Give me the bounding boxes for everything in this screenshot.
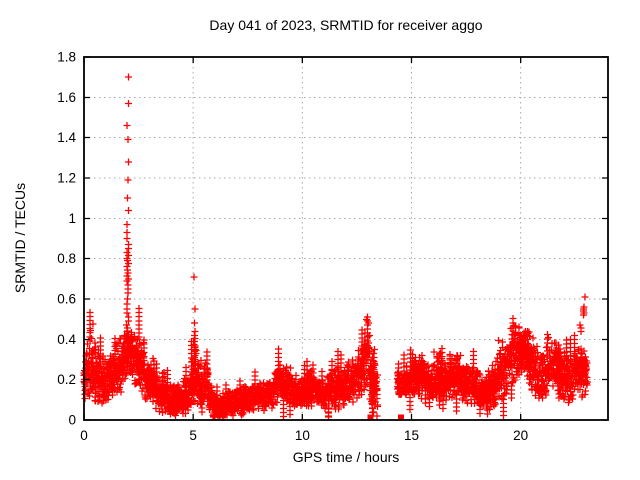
y-axis-label: SRMTID / TECUs bbox=[12, 182, 28, 294]
y-tick-label: 1.2 bbox=[57, 171, 76, 186]
grid-lines bbox=[84, 57, 608, 420]
x-tick-label: 15 bbox=[404, 428, 419, 443]
y-tick-label: 1.4 bbox=[57, 130, 76, 145]
tick-labels: 0 5 10 15 20 0 0.2 0.4 0.6 0.8 1 1.2 1.4 1.6 1.8 bbox=[57, 50, 528, 444]
y-tick-label: 0 bbox=[68, 413, 76, 428]
x-axis-label: GPS time / hours bbox=[292, 449, 400, 465]
y-tick-label: 1.8 bbox=[57, 50, 76, 65]
x-tick-label: 0 bbox=[80, 428, 88, 443]
y-tick-label: 1.6 bbox=[57, 90, 76, 105]
y-tick-label: 0.2 bbox=[57, 372, 76, 387]
zero-value-markers bbox=[367, 414, 404, 421]
y-tick-label: 0.8 bbox=[57, 251, 76, 266]
scatter-points bbox=[80, 73, 591, 421]
x-tick-label: 5 bbox=[189, 428, 197, 443]
plot-border bbox=[83, 56, 609, 421]
y-tick-label: 0.4 bbox=[57, 332, 76, 347]
chart-title: Day 041 of 2023, SRMTID for receiver agg… bbox=[209, 17, 483, 33]
y-tick-label: 0.6 bbox=[57, 292, 76, 307]
x-tick-label: 20 bbox=[513, 428, 528, 443]
x-tick-label: 10 bbox=[295, 428, 310, 443]
y-tick-label: 1 bbox=[68, 211, 76, 226]
axis-ticks bbox=[83, 56, 608, 421]
